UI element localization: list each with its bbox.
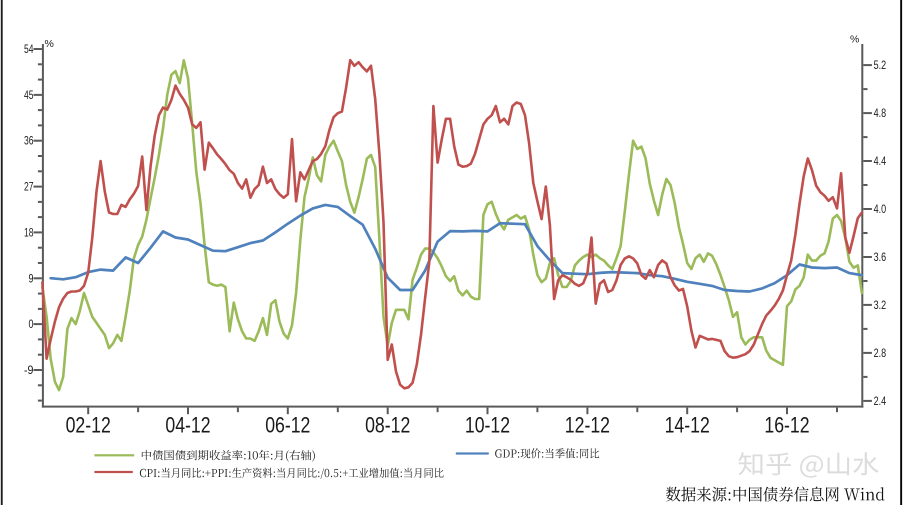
svg-text:2.8: 2.8 (874, 348, 887, 360)
svg-text:04-12: 04-12 (165, 413, 210, 438)
svg-text:%: % (45, 38, 54, 50)
svg-text:16-12: 16-12 (764, 413, 809, 438)
svg-text:3.2: 3.2 (874, 300, 887, 312)
svg-text:12-12: 12-12 (565, 413, 610, 438)
svg-text:45: 45 (24, 90, 34, 102)
svg-text:2.4: 2.4 (874, 396, 887, 408)
svg-text:4.0: 4.0 (874, 204, 887, 216)
svg-text:5.2: 5.2 (874, 60, 887, 72)
svg-text:27: 27 (24, 182, 34, 194)
svg-text:%: % (850, 34, 859, 46)
svg-text:3.6: 3.6 (874, 252, 887, 264)
svg-text:18: 18 (24, 227, 34, 239)
svg-text:36: 36 (24, 136, 34, 148)
svg-text:08-12: 08-12 (365, 413, 410, 438)
svg-text:-9: -9 (24, 365, 34, 377)
svg-text:14-12: 14-12 (665, 413, 710, 438)
svg-text:4.4: 4.4 (874, 156, 887, 168)
svg-text:9: 9 (29, 273, 34, 285)
svg-text:54: 54 (24, 44, 34, 56)
svg-text:10-12: 10-12 (465, 413, 510, 438)
svg-text:06-12: 06-12 (265, 413, 310, 438)
svg-text:02-12: 02-12 (66, 413, 111, 438)
svg-text:0: 0 (29, 319, 34, 331)
svg-text:4.8: 4.8 (874, 108, 887, 120)
